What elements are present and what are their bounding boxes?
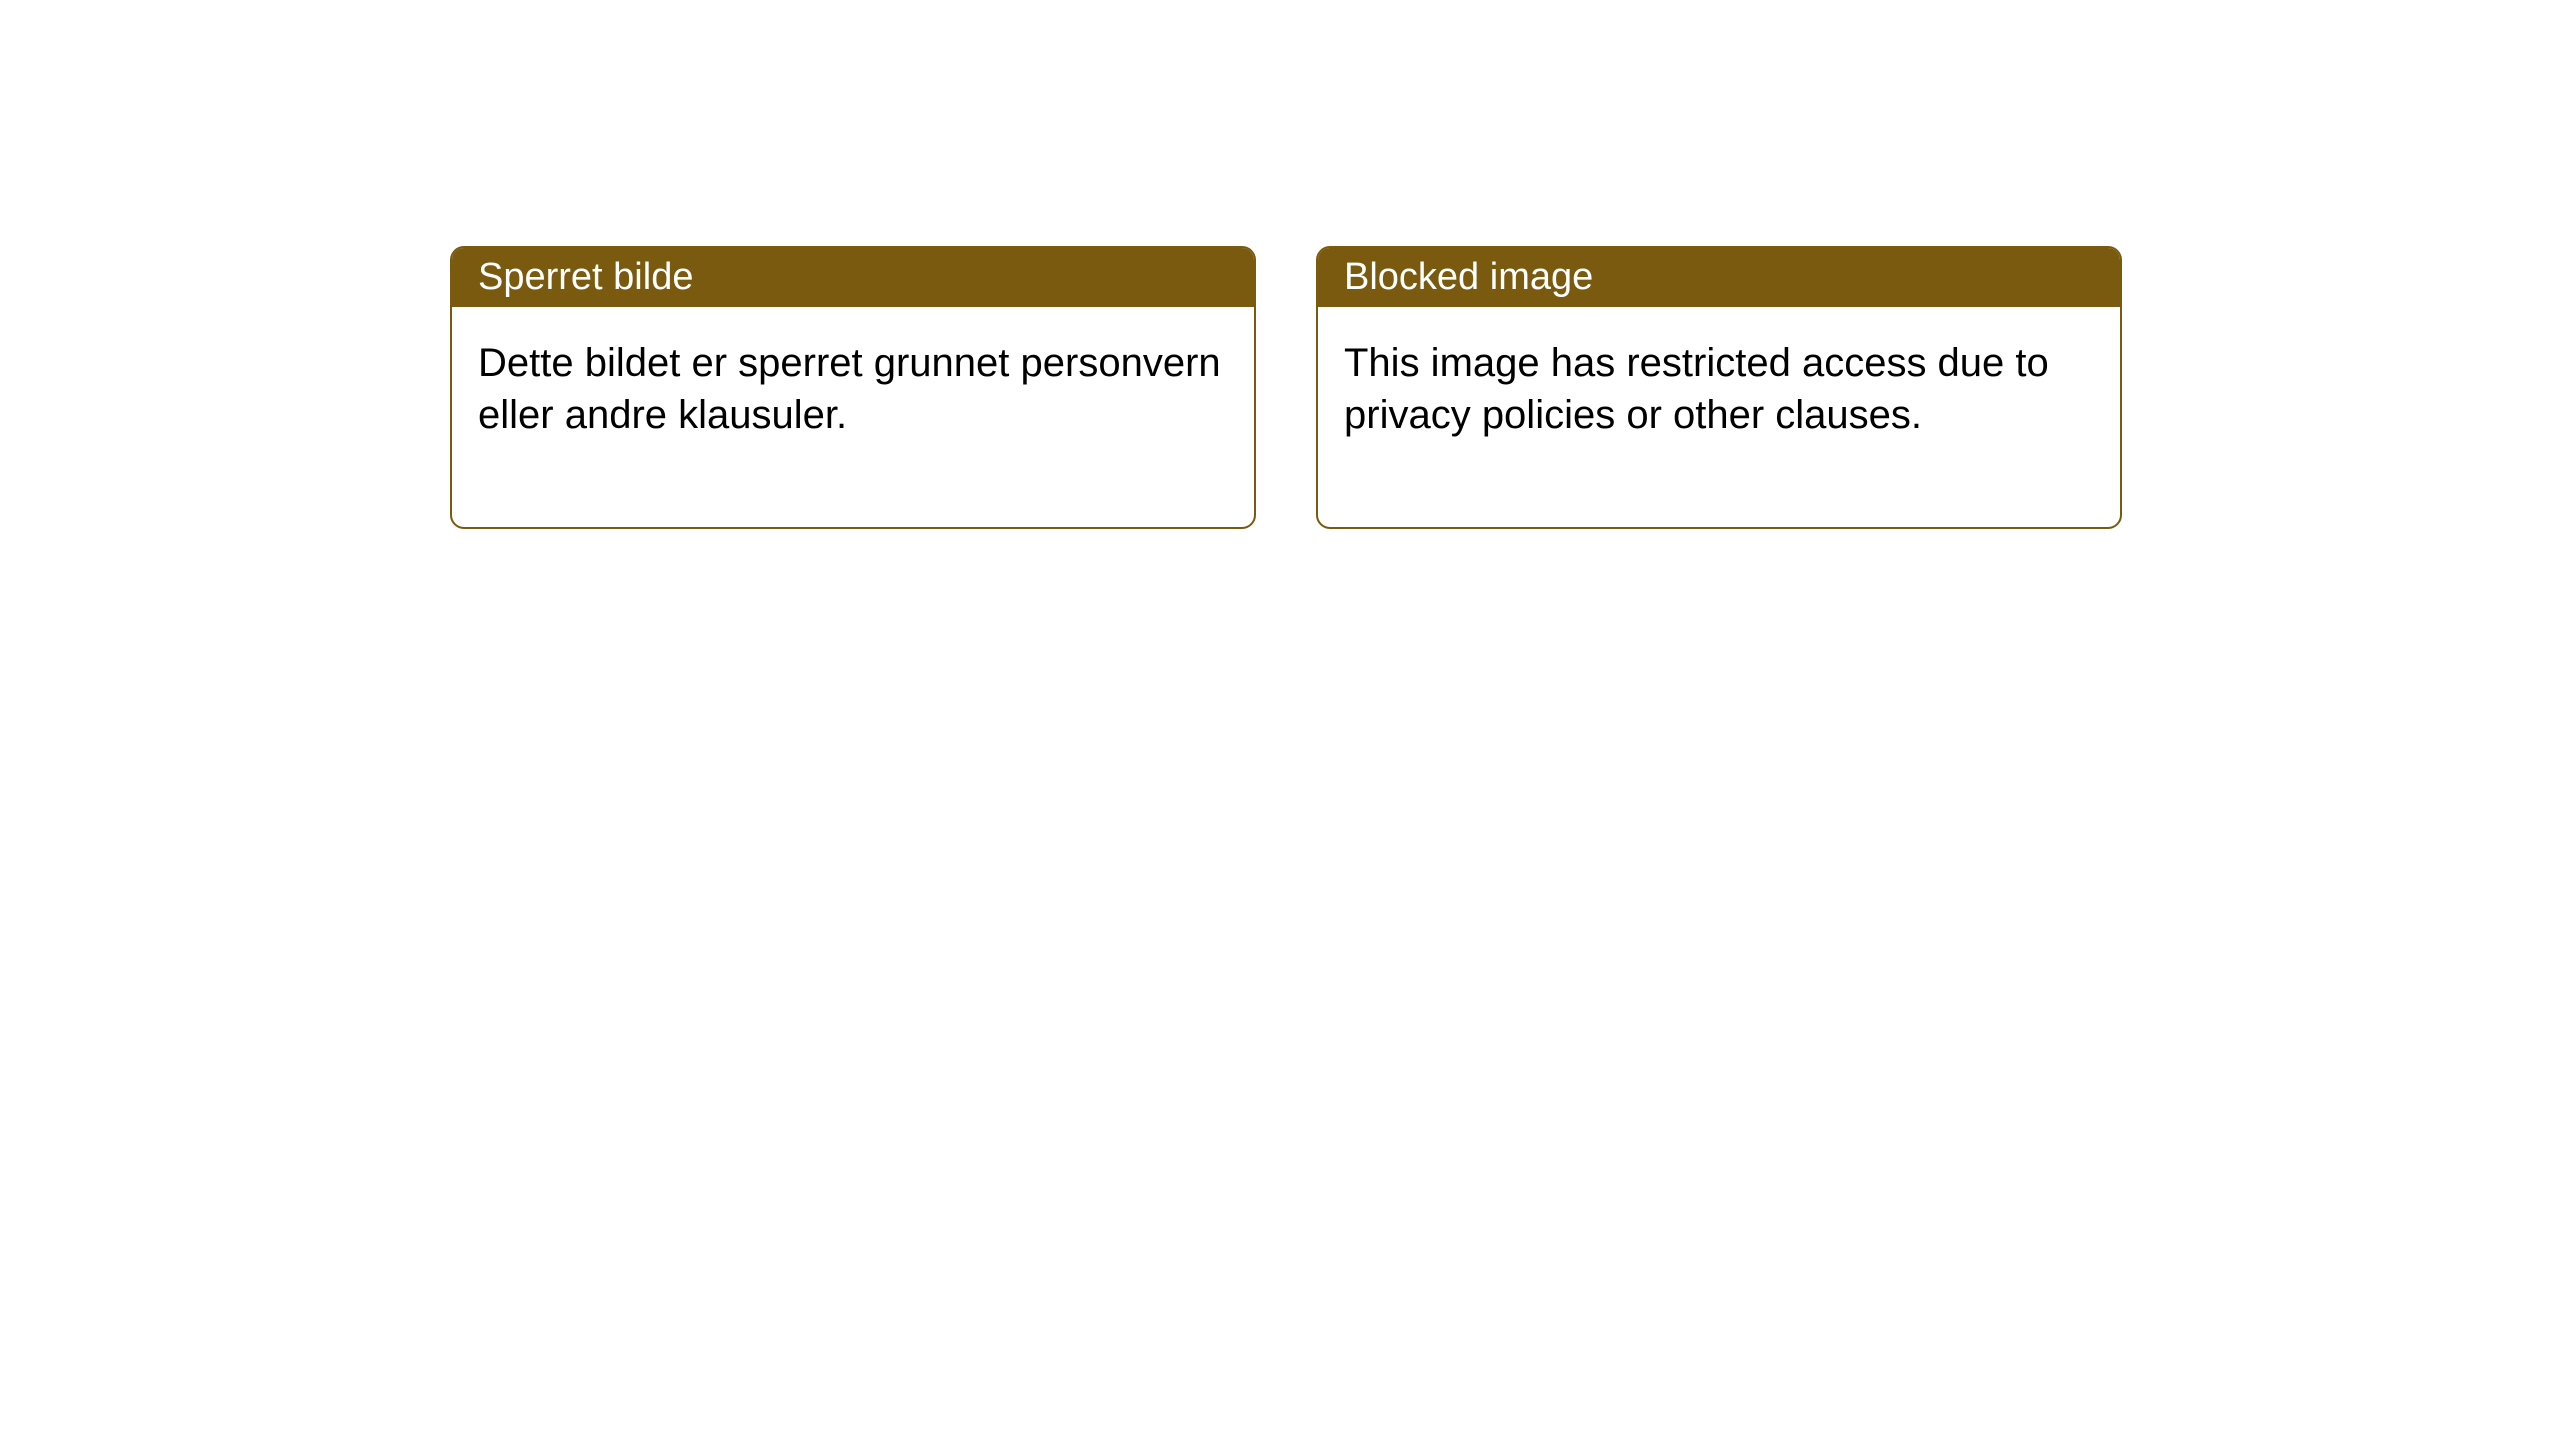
notice-box-norwegian: Sperret bilde Dette bildet er sperret gr… <box>450 246 1256 529</box>
notice-body-english: This image has restricted access due to … <box>1318 307 2120 527</box>
notice-header-norwegian: Sperret bilde <box>452 248 1254 307</box>
notice-header-english: Blocked image <box>1318 248 2120 307</box>
notice-container: Sperret bilde Dette bildet er sperret gr… <box>450 246 2122 529</box>
notice-box-english: Blocked image This image has restricted … <box>1316 246 2122 529</box>
notice-body-norwegian: Dette bildet er sperret grunnet personve… <box>452 307 1254 527</box>
